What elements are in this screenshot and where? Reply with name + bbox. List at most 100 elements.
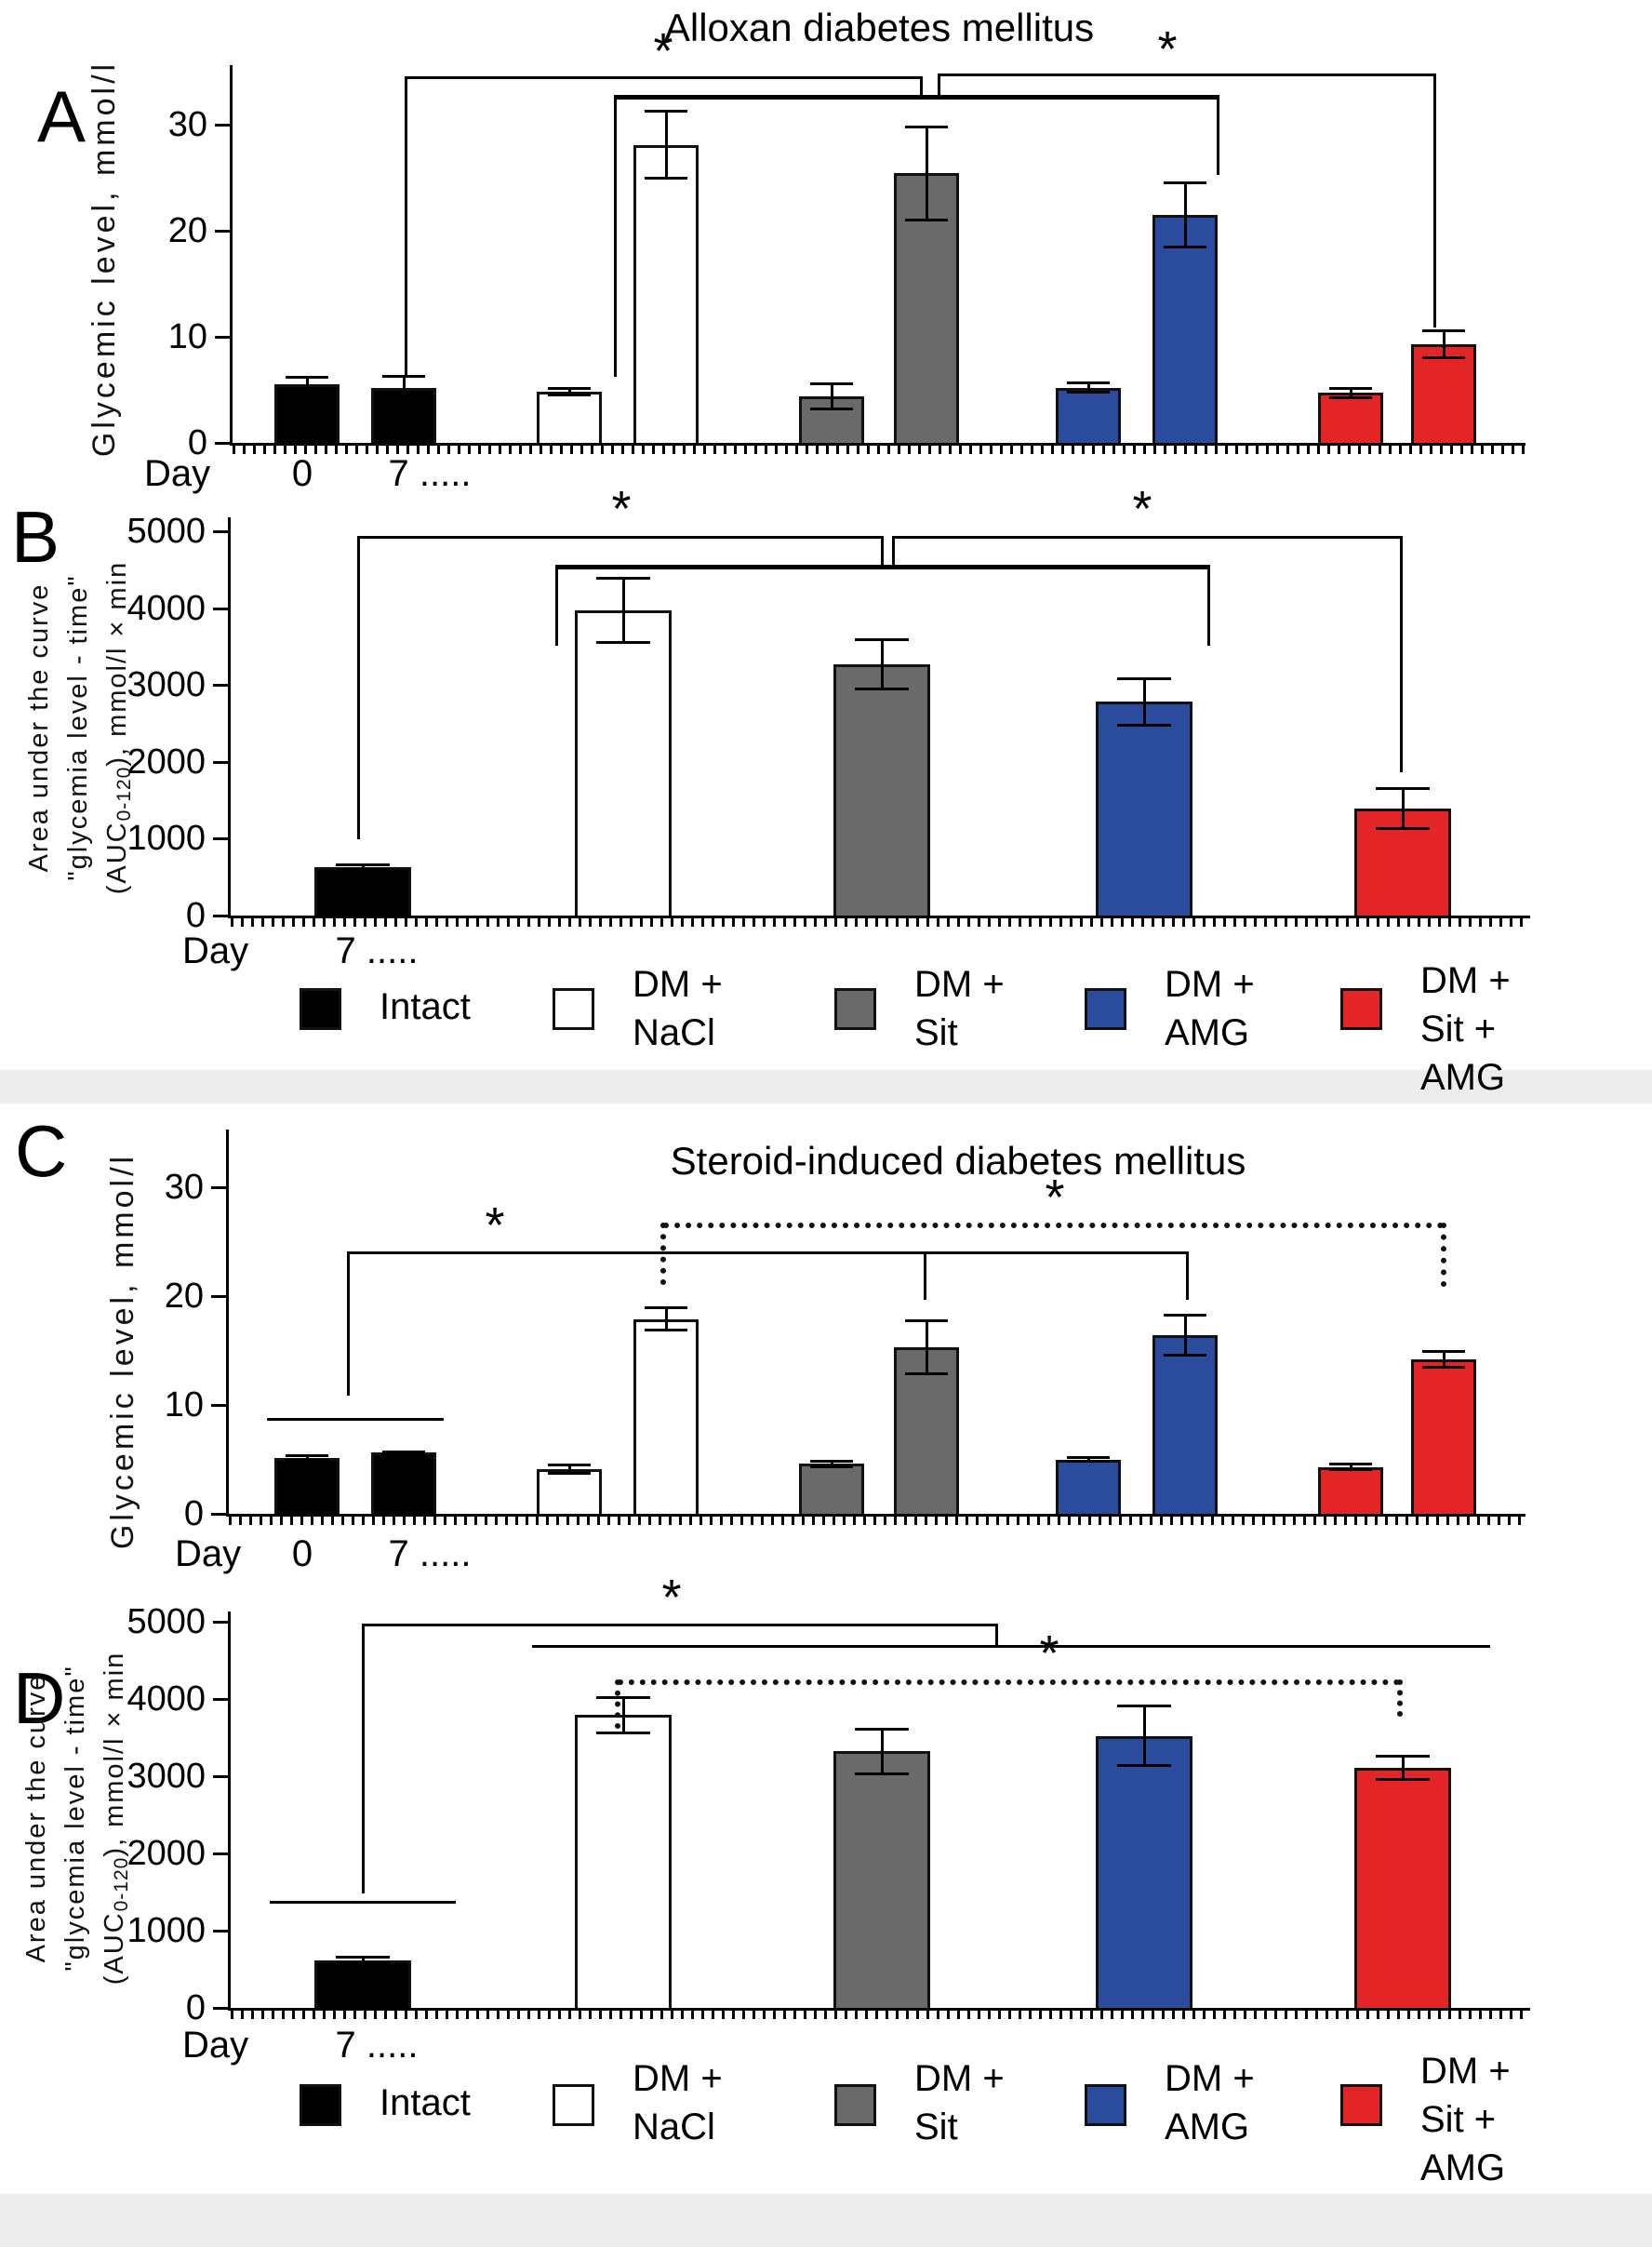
y-axis	[230, 65, 233, 446]
y-tick-label: 3000	[127, 665, 206, 705]
error-bar-cap	[1329, 386, 1372, 390]
legend-label: NaCl	[633, 1012, 715, 1053]
error-bar-cap	[286, 1459, 328, 1463]
y-tick-label: 4000	[127, 588, 206, 628]
significance-bracket-drop	[924, 1251, 926, 1300]
legend-label: AMG	[1165, 2107, 1250, 2147]
x-axis-minor-ticks	[231, 918, 1530, 927]
bar	[274, 384, 340, 443]
error-bar-line	[1350, 1464, 1352, 1471]
error-bar-cap	[382, 1450, 425, 1453]
background-band	[0, 2194, 1652, 2247]
error-bar-line	[881, 638, 884, 690]
x-axis	[228, 2008, 1530, 2011]
significance-asterisk: *	[1045, 1170, 1065, 1225]
error-bar-cap	[382, 397, 425, 401]
y-tick-label: 0	[185, 1988, 206, 2027]
y-tick	[215, 336, 230, 339]
significance-bracket-dotted-drop	[660, 1223, 666, 1285]
y-tick	[213, 837, 228, 841]
legend-label: NaCl	[633, 2107, 715, 2147]
error-bar-cap	[286, 376, 328, 380]
error-bar-cap	[382, 375, 425, 379]
error-bar-line	[1143, 1705, 1146, 1767]
y-tick	[215, 442, 230, 445]
error-bar-cap	[1376, 827, 1430, 831]
error-bar-line	[1184, 181, 1187, 248]
y-tick	[213, 1775, 228, 1778]
bar	[633, 144, 699, 443]
y-tick	[213, 1621, 228, 1624]
significance-bracket-drop	[995, 1624, 998, 1645]
significance-bracket-dotted-drop	[1441, 1223, 1446, 1287]
y-tick-label: 30	[167, 105, 207, 144]
error-bar-cap	[645, 177, 687, 181]
error-bar-cap	[1067, 391, 1110, 395]
error-bar-cap	[1376, 1754, 1430, 1758]
panel-label-b: B	[11, 496, 60, 578]
significance-bracket-drop	[1400, 536, 1403, 772]
error-bar-line	[831, 1460, 833, 1467]
legend-label: Sit +	[1420, 1009, 1497, 1050]
bar	[1354, 1767, 1451, 2008]
error-bar-cap	[286, 390, 328, 394]
error-bar-line	[362, 863, 365, 871]
bar	[1318, 1466, 1383, 1514]
x-axis-minor-ticks	[233, 446, 1525, 454]
error-bar-cap	[1164, 246, 1206, 249]
x-axis	[230, 443, 1525, 446]
bracket-line	[267, 1418, 444, 1421]
y-tick	[213, 530, 228, 533]
error-bar-line	[622, 578, 625, 643]
bar	[575, 1715, 672, 2008]
error-bar-cap	[596, 1695, 650, 1699]
significance-bracket	[615, 95, 1218, 100]
significance-bracket	[406, 76, 921, 79]
significance-bracket-drop	[881, 536, 884, 565]
error-bar-line	[568, 1465, 571, 1474]
y-tick-label: 5000	[127, 1602, 206, 1641]
significance-bracket	[893, 536, 1401, 539]
error-bar-cap	[645, 1305, 687, 1309]
significance-bracket-drop	[1186, 1251, 1189, 1300]
significance-asterisk: *	[485, 1197, 505, 1253]
significance-bracket-dotted-drop	[615, 1679, 620, 1729]
error-bar-cap	[1376, 1778, 1430, 1782]
significance-asterisk: *	[661, 1570, 682, 1625]
error-bar-line	[831, 383, 833, 409]
significance-asterisk: *	[653, 23, 673, 79]
legend-label: DM +	[1420, 960, 1511, 1001]
y-tick	[213, 684, 228, 688]
y-tick-label: 20	[167, 211, 207, 250]
error-bar-cap	[548, 387, 591, 391]
panel-a-x-tick-day0: 0	[291, 453, 313, 494]
error-bar-cap	[905, 1372, 948, 1376]
error-bar-cap	[1376, 786, 1430, 790]
legend-label: DM +	[633, 2058, 723, 2099]
y-axis	[226, 1130, 229, 1517]
error-bar-line	[881, 1728, 884, 1775]
y-tick	[213, 2007, 228, 2010]
legend-swatch	[1085, 2084, 1126, 2126]
error-bar-line	[926, 127, 928, 221]
significance-bracket	[939, 74, 1434, 76]
significance-bracket-dotted	[663, 1223, 1444, 1228]
error-bar-line	[306, 377, 309, 393]
error-bar-cap	[336, 1956, 390, 1959]
error-bar-cap	[855, 637, 909, 641]
x-axis	[228, 916, 1530, 918]
significance-bracket	[358, 536, 882, 539]
legend-swatch	[553, 2084, 594, 2126]
significance-bracket	[348, 1251, 1187, 1254]
error-bar-line	[1402, 787, 1405, 830]
panel-d-x-axis-label: Day	[182, 2025, 249, 2066]
error-bar-line	[1402, 1755, 1405, 1781]
y-tick	[211, 1404, 226, 1407]
y-tick	[215, 124, 230, 127]
significance-asterisk: *	[1157, 21, 1178, 77]
error-bar-cap	[1164, 181, 1206, 184]
bar	[537, 392, 602, 443]
legend-label: Sit	[914, 1012, 958, 1053]
